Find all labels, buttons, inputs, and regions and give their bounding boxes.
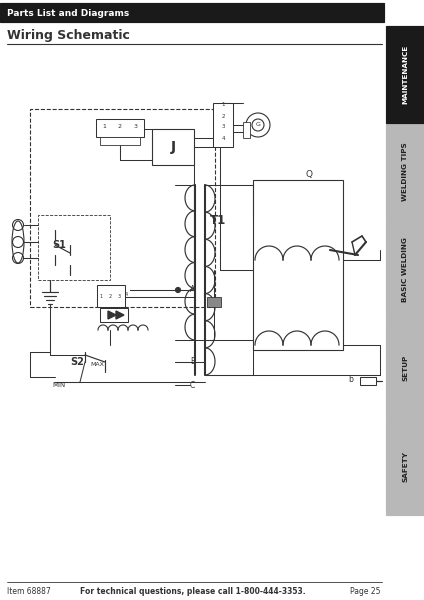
Text: Wiring Schematic: Wiring Schematic	[7, 28, 130, 41]
Text: For technical questions, please call 1-800-444-3353.: For technical questions, please call 1-8…	[80, 587, 306, 595]
Circle shape	[12, 220, 23, 230]
Text: MIN: MIN	[52, 382, 65, 388]
Text: WELDING TIPS: WELDING TIPS	[402, 143, 408, 202]
Bar	[386, 222, 424, 319]
Text: 4: 4	[221, 136, 225, 140]
Text: A: A	[190, 286, 195, 295]
Text: S1: S1	[52, 240, 66, 250]
Bar	[97, 285, 125, 307]
Text: 1: 1	[100, 295, 103, 299]
Text: MAX: MAX	[90, 361, 104, 367]
Bar	[30, 109, 215, 307]
Text: C: C	[190, 380, 195, 389]
Text: b: b	[348, 376, 353, 385]
Bar	[207, 297, 221, 307]
Circle shape	[246, 113, 270, 137]
Text: J: J	[170, 140, 176, 154]
Text: S2: S2	[70, 357, 84, 367]
Bar	[243, 122, 250, 138]
Bar	[0, 3, 384, 22]
Text: 1: 1	[102, 124, 106, 130]
Text: MAINTENANCE: MAINTENANCE	[402, 44, 408, 104]
Circle shape	[12, 236, 23, 247]
Bar	[386, 26, 424, 123]
Bar	[100, 137, 140, 145]
Text: 1: 1	[221, 103, 225, 107]
Text: G: G	[256, 122, 260, 127]
Bar	[96, 119, 144, 137]
Text: 3: 3	[221, 124, 225, 130]
Bar	[386, 124, 424, 221]
Circle shape	[252, 119, 264, 131]
Text: 4: 4	[124, 292, 128, 296]
Text: B: B	[190, 358, 195, 367]
Polygon shape	[108, 311, 116, 319]
Bar	[360, 377, 376, 385]
Circle shape	[12, 253, 23, 263]
Text: 3: 3	[134, 124, 138, 130]
Text: BASIC WELDING: BASIC WELDING	[402, 238, 408, 302]
Text: 24V: 24V	[103, 314, 117, 320]
Text: Page 25: Page 25	[349, 587, 380, 595]
Bar	[386, 320, 424, 417]
Text: 2: 2	[118, 124, 122, 130]
Bar	[213, 103, 233, 147]
Text: 2: 2	[221, 113, 225, 118]
Polygon shape	[116, 311, 124, 319]
Text: Item 68887: Item 68887	[7, 587, 51, 595]
Bar	[100, 308, 128, 322]
Circle shape	[176, 287, 181, 292]
Text: Parts List and Diagrams: Parts List and Diagrams	[7, 8, 129, 17]
Text: 3: 3	[117, 295, 120, 299]
Text: SETUP: SETUP	[402, 355, 408, 381]
Bar	[386, 418, 424, 515]
Text: T1: T1	[210, 214, 226, 226]
Text: 2: 2	[109, 295, 112, 299]
Text: SAFETY: SAFETY	[402, 451, 408, 481]
Bar	[38, 215, 110, 280]
Bar	[152, 129, 194, 165]
Text: Q: Q	[305, 170, 312, 179]
Bar	[253, 180, 343, 350]
